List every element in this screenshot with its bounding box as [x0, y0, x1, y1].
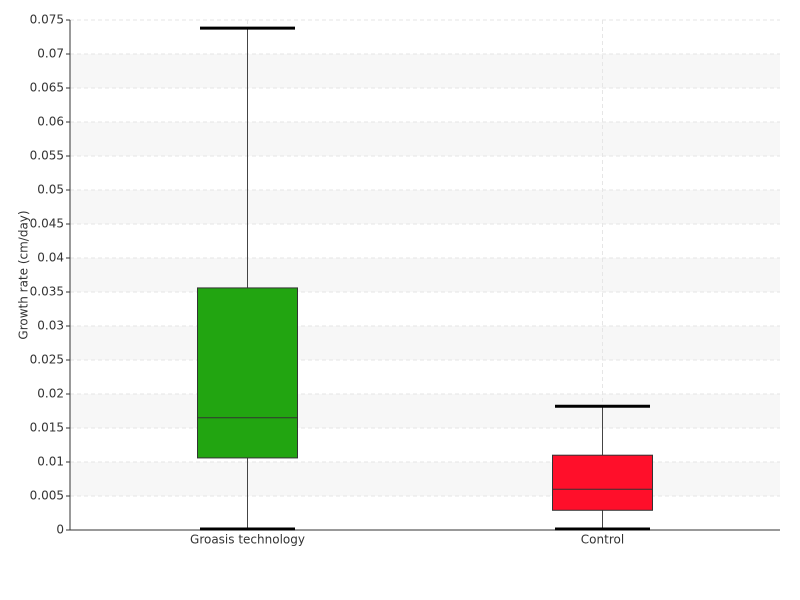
- y-tick-label: 0.05: [37, 183, 64, 197]
- y-tick-label: 0.01: [37, 455, 64, 469]
- box: [197, 287, 298, 459]
- y-axis-label: Growth rate (cm/day): [17, 210, 31, 339]
- grid-band: [70, 394, 780, 428]
- y-tick-label: 0.025: [30, 353, 64, 367]
- grid-band: [70, 54, 780, 88]
- y-tick-label: 0.075: [30, 13, 64, 27]
- y-tick-label: 0.07: [37, 47, 64, 61]
- y-tick-label: 0.055: [30, 149, 64, 163]
- grid-band: [70, 190, 780, 224]
- y-tick-label: 0.005: [30, 489, 64, 503]
- y-tick-label: 0.065: [30, 81, 64, 95]
- y-tick-label: 0.06: [37, 115, 64, 129]
- y-tick-label: 0: [56, 523, 64, 537]
- y-tick-label: 0.03: [37, 319, 64, 333]
- x-tick-label: Control: [581, 533, 624, 547]
- y-tick-label: 0.035: [30, 285, 64, 299]
- grid-band: [70, 258, 780, 292]
- y-tick-label: 0.045: [30, 217, 64, 231]
- grid-band: [70, 326, 780, 360]
- grid-band: [70, 462, 780, 496]
- y-tick-label: 0.015: [30, 421, 64, 435]
- y-tick-label: 0.02: [37, 387, 64, 401]
- x-tick-label: Groasis technology: [190, 533, 305, 547]
- grid-band: [70, 122, 780, 156]
- box: [552, 454, 653, 511]
- y-tick-label: 0.04: [37, 251, 64, 265]
